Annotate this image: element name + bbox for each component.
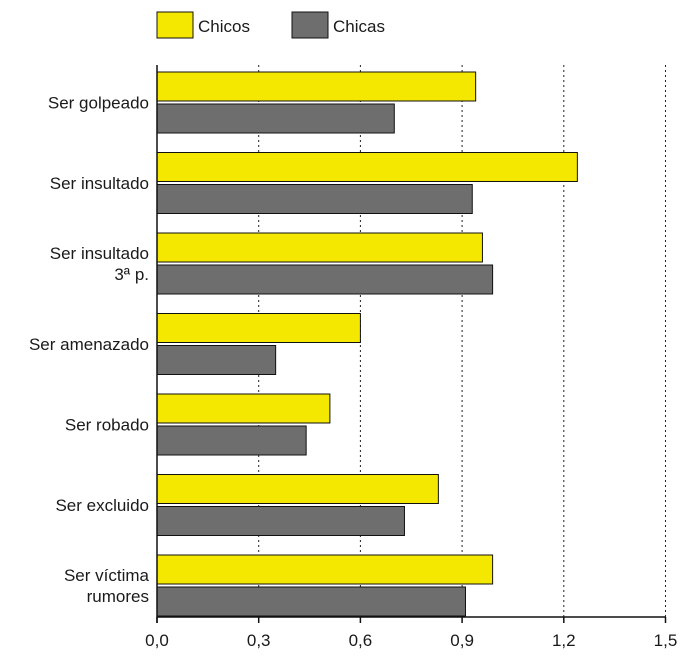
bar-chicos-0 [156,71,477,102]
legend-swatch-chicos [156,11,194,39]
category-label-4: Ser robado [65,416,149,435]
x-tick-label-2: 0,6 [349,631,373,650]
category-label-0: Ser golpeado [48,94,149,113]
x-tick-labels: 0,0 0,3 0,6 0,9 1,2 1,5 [145,631,677,650]
legend-swatch-chicas [291,11,329,39]
x-tick-label-1: 0,3 [247,631,271,650]
bar-chicos-4 [156,393,331,424]
legend-label-chicos: Chicos [198,17,250,36]
x-tick-label-5: 1,5 [654,631,678,650]
category-labels: Ser golpeado Ser insultado Ser insultado 3ª… [29,94,150,607]
bar-chicas-5 [156,506,405,536]
bar-chicas-6 [156,586,466,617]
category-label-3: Ser amenazado [29,335,149,354]
legend-label-chicas: Chicas [333,17,385,36]
bar-chicos-1 [156,152,578,182]
bar-chicas-3 [156,345,277,375]
category-label-1: Ser insultado [50,174,149,193]
bar-chicos-3 [156,313,361,343]
bar-chicos-6 [156,554,494,585]
category-label-2: Ser insultado 3ª p. [50,244,149,284]
bar-chicos-5 [156,474,439,504]
x-tick-label-4: 1,2 [552,631,576,650]
x-tick-label-3: 0,9 [450,631,474,650]
bar-chicos-2 [156,232,483,263]
bar-chicas-1 [156,184,473,214]
category-label-6: Ser víctima rumores [64,566,150,606]
axes [156,65,667,623]
bar-chicas-0 [156,103,395,134]
x-tick-label-0: 0,0 [145,631,169,650]
category-label-5: Ser excluido [55,496,149,515]
legend: Chicos Chicas [156,11,385,39]
bar-chicas-4 [156,425,307,456]
bar-chicas-2 [156,264,494,295]
bars [156,71,578,617]
